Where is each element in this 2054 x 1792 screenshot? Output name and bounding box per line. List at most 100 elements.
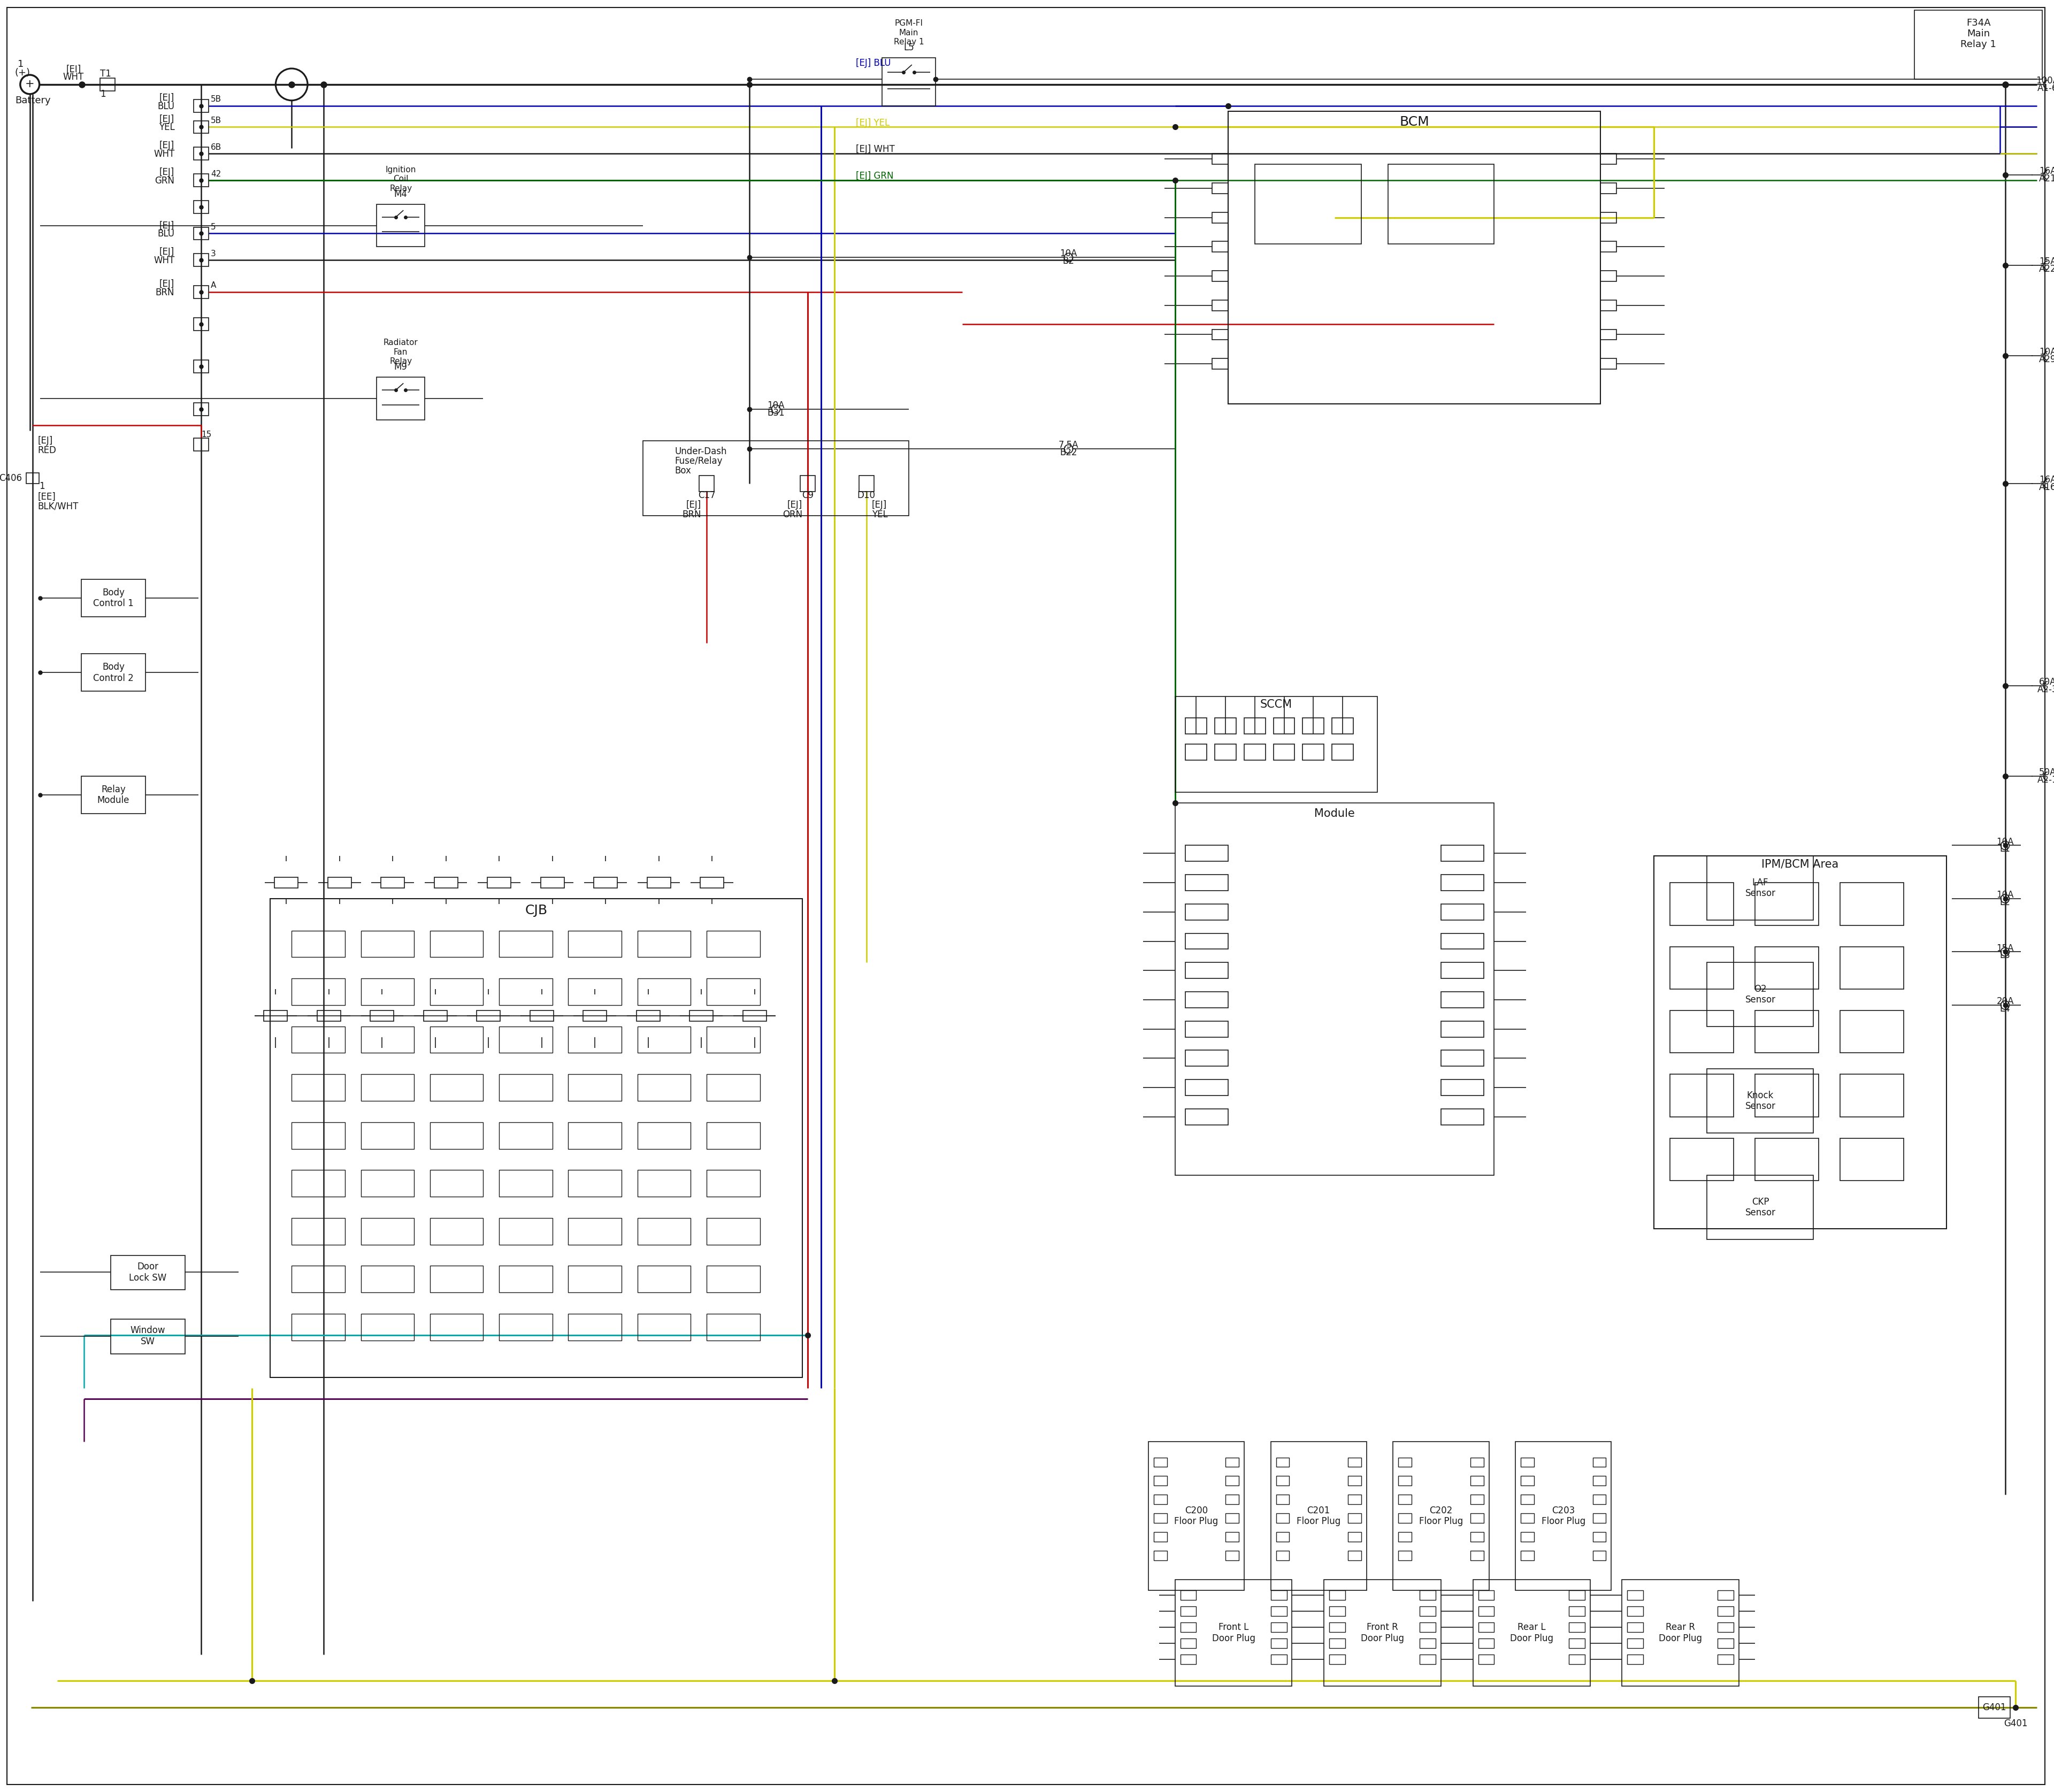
Text: WHT: WHT: [154, 149, 175, 159]
Text: Door
Lock SW: Door Lock SW: [129, 1262, 166, 1283]
Bar: [193, 147, 210, 159]
Bar: [1520, 1495, 1534, 1503]
Bar: [707, 1314, 760, 1340]
Text: B22: B22: [1060, 448, 1076, 457]
Bar: [1419, 1638, 1436, 1649]
Bar: [540, 878, 565, 889]
Bar: [1592, 1532, 1606, 1541]
Bar: [362, 1265, 415, 1292]
Bar: [1627, 1591, 1643, 1600]
Bar: [1471, 1512, 1483, 1523]
Text: 50A: 50A: [2040, 767, 2054, 778]
Bar: [1273, 744, 1294, 760]
Text: [EJ]: [EJ]: [787, 500, 803, 509]
Bar: [637, 1011, 659, 1021]
Bar: [1276, 1495, 1290, 1503]
Bar: [1181, 1606, 1195, 1616]
Text: GRN: GRN: [154, 176, 175, 186]
Bar: [707, 930, 760, 957]
Bar: [1331, 719, 1354, 733]
Bar: [1627, 1638, 1643, 1649]
Bar: [1226, 1512, 1239, 1523]
Bar: [382, 878, 405, 889]
Text: Body
Control 1: Body Control 1: [92, 588, 134, 607]
Bar: [1393, 1441, 1489, 1591]
Bar: [1471, 1495, 1483, 1503]
Bar: [1569, 1654, 1586, 1665]
Bar: [594, 878, 618, 889]
Bar: [1154, 1457, 1167, 1468]
Bar: [1185, 719, 1208, 733]
Bar: [1185, 1021, 1228, 1038]
Bar: [1569, 1638, 1586, 1649]
Bar: [1840, 883, 1904, 925]
Bar: [1325, 1581, 1442, 1686]
Text: 20A: 20A: [1996, 996, 2013, 1005]
Bar: [1442, 1050, 1483, 1066]
Bar: [637, 1073, 690, 1100]
Text: 5B: 5B: [212, 116, 222, 125]
Bar: [1271, 1638, 1286, 1649]
Bar: [637, 1027, 690, 1054]
Text: 10A: 10A: [766, 401, 785, 410]
Bar: [1707, 1176, 1814, 1240]
Bar: [1399, 1457, 1411, 1468]
Bar: [1592, 1477, 1606, 1486]
Bar: [1442, 1079, 1483, 1095]
Bar: [1569, 1591, 1586, 1600]
Text: G401: G401: [2005, 1719, 2027, 1727]
Bar: [1226, 1550, 1239, 1561]
Bar: [1181, 1638, 1195, 1649]
Text: YEL: YEL: [158, 124, 175, 133]
Bar: [292, 1122, 345, 1149]
Bar: [1707, 962, 1814, 1027]
Bar: [499, 1027, 553, 1054]
Bar: [292, 1219, 345, 1245]
Bar: [643, 441, 908, 516]
Text: 10A: 10A: [1996, 837, 2013, 846]
Bar: [1271, 1441, 1366, 1591]
Text: L5: L5: [904, 43, 914, 52]
Text: [EJ]: [EJ]: [160, 220, 175, 231]
Text: BLU: BLU: [158, 102, 175, 111]
Text: YEL: YEL: [871, 509, 887, 520]
Bar: [1181, 1622, 1195, 1633]
Text: Knock
Sensor: Knock Sensor: [1746, 1091, 1775, 1111]
Text: A1-6: A1-6: [2038, 84, 2054, 93]
Bar: [1271, 1591, 1286, 1600]
Bar: [1479, 1622, 1493, 1633]
Text: BCM: BCM: [1399, 115, 1430, 129]
Bar: [1212, 242, 1228, 253]
Text: [EJ] YEL: [EJ] YEL: [857, 118, 889, 127]
Bar: [499, 1073, 553, 1100]
Bar: [569, 978, 622, 1005]
Text: C406: C406: [0, 473, 23, 484]
Text: [EJ]: [EJ]: [160, 247, 175, 256]
Bar: [1600, 358, 1616, 369]
Text: 6B: 6B: [212, 143, 222, 151]
Bar: [1471, 1457, 1483, 1468]
Bar: [1212, 330, 1228, 340]
Bar: [429, 930, 483, 957]
Text: Main: Main: [1968, 29, 1990, 39]
Text: 10A: 10A: [1996, 891, 2013, 900]
Bar: [1520, 1477, 1534, 1486]
Bar: [1442, 1021, 1483, 1038]
Bar: [1717, 1606, 1734, 1616]
Text: WHT: WHT: [154, 256, 175, 265]
Text: Relay 1: Relay 1: [1962, 39, 1996, 50]
Bar: [477, 1011, 501, 1021]
Bar: [1245, 719, 1265, 733]
Bar: [1754, 1138, 1820, 1181]
Bar: [1154, 1550, 1167, 1561]
Bar: [1840, 1073, 1904, 1116]
Bar: [1442, 846, 1483, 862]
Bar: [1276, 1477, 1290, 1486]
Bar: [1754, 1073, 1820, 1116]
Bar: [1442, 903, 1483, 919]
Bar: [292, 1314, 345, 1340]
Bar: [1347, 1532, 1362, 1541]
Bar: [1329, 1638, 1345, 1649]
Text: [EJ]: [EJ]: [871, 500, 887, 509]
Text: 3: 3: [212, 249, 216, 258]
